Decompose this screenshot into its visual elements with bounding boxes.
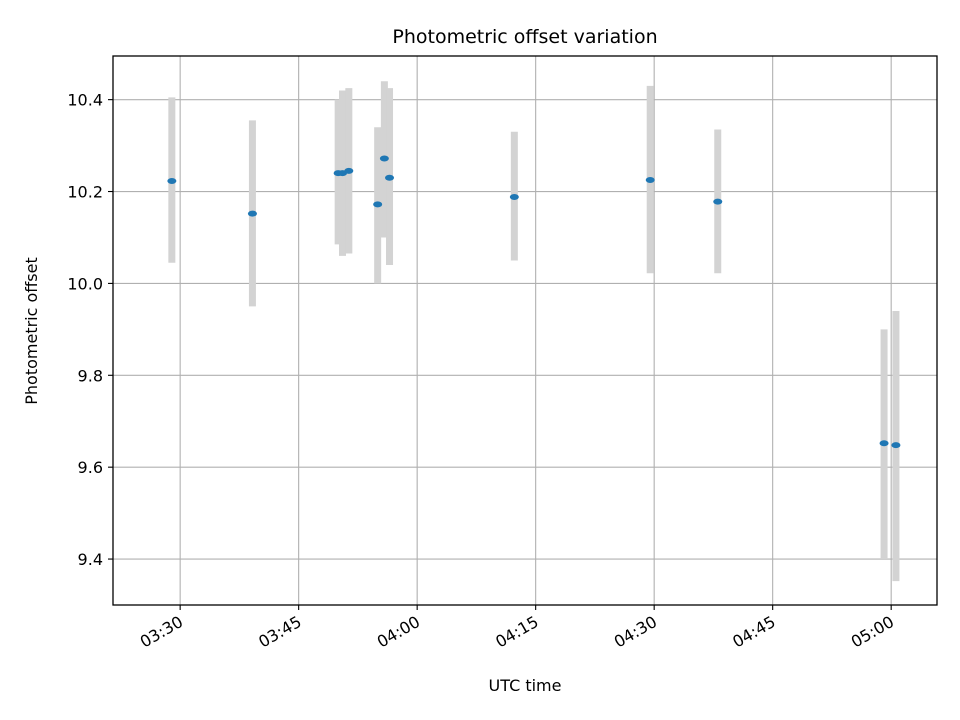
- chart-title: Photometric offset variation: [392, 26, 657, 48]
- y-axis-label: Photometric offset: [22, 257, 41, 405]
- x-axis-label: UTC time: [489, 676, 562, 695]
- y-tick-label: 9.8: [78, 366, 103, 385]
- data-point: [713, 198, 723, 205]
- y-tick-label: 9.4: [78, 550, 103, 569]
- data-point: [879, 440, 889, 447]
- data-point: [891, 442, 901, 449]
- data-point: [373, 201, 383, 208]
- data-point: [645, 177, 655, 184]
- data-point: [344, 167, 354, 174]
- data-point: [167, 177, 177, 184]
- y-tick-label: 10.0: [67, 274, 103, 293]
- y-tick-label: 10.2: [67, 183, 103, 202]
- plot-frame: [112, 55, 938, 606]
- data-points: [167, 155, 901, 449]
- data-point: [247, 210, 257, 217]
- y-tick-label: 10.4: [67, 91, 103, 110]
- data-point: [509, 194, 519, 201]
- data-point: [385, 174, 395, 181]
- data-point: [379, 155, 389, 162]
- y-tick-label: 9.6: [78, 458, 103, 477]
